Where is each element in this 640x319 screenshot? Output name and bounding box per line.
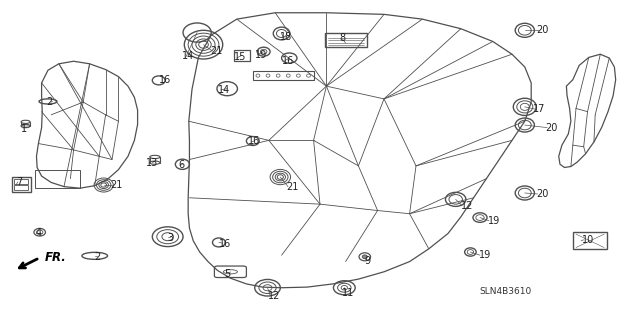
Text: FR.: FR. — [45, 251, 67, 264]
Text: 12: 12 — [268, 291, 280, 301]
Text: 13: 13 — [146, 158, 158, 168]
Text: 19: 19 — [255, 50, 267, 60]
Text: 9: 9 — [365, 256, 371, 266]
Text: 20: 20 — [545, 122, 557, 133]
Text: 20: 20 — [536, 25, 548, 35]
Text: 3: 3 — [168, 233, 174, 243]
Text: 16: 16 — [219, 239, 231, 249]
Ellipse shape — [21, 124, 30, 128]
Text: 10: 10 — [582, 235, 595, 245]
Ellipse shape — [362, 255, 367, 259]
Text: 7: 7 — [16, 177, 22, 187]
Text: 12: 12 — [461, 201, 473, 211]
Text: 2: 2 — [95, 252, 101, 262]
Text: 21: 21 — [110, 180, 122, 190]
Text: 1: 1 — [20, 124, 27, 134]
Text: 18: 18 — [280, 32, 292, 42]
Text: 14: 14 — [218, 85, 230, 95]
Text: 17: 17 — [532, 104, 545, 114]
Text: 16: 16 — [282, 56, 294, 66]
Text: 8: 8 — [339, 33, 346, 43]
Text: 19: 19 — [479, 250, 491, 260]
Text: 14: 14 — [182, 51, 195, 61]
Text: 2: 2 — [46, 97, 52, 107]
Text: 11: 11 — [342, 288, 355, 298]
Text: 21: 21 — [210, 46, 222, 56]
Text: 15: 15 — [234, 52, 246, 63]
Text: 16: 16 — [159, 75, 171, 85]
Text: 20: 20 — [536, 189, 548, 199]
Text: 6: 6 — [178, 160, 184, 170]
Text: SLN4B3610: SLN4B3610 — [479, 287, 532, 296]
Text: 21: 21 — [287, 182, 299, 192]
Text: 19: 19 — [488, 216, 500, 226]
Text: 5: 5 — [224, 269, 230, 279]
Text: 4: 4 — [35, 228, 42, 238]
Text: 16: 16 — [248, 136, 260, 146]
